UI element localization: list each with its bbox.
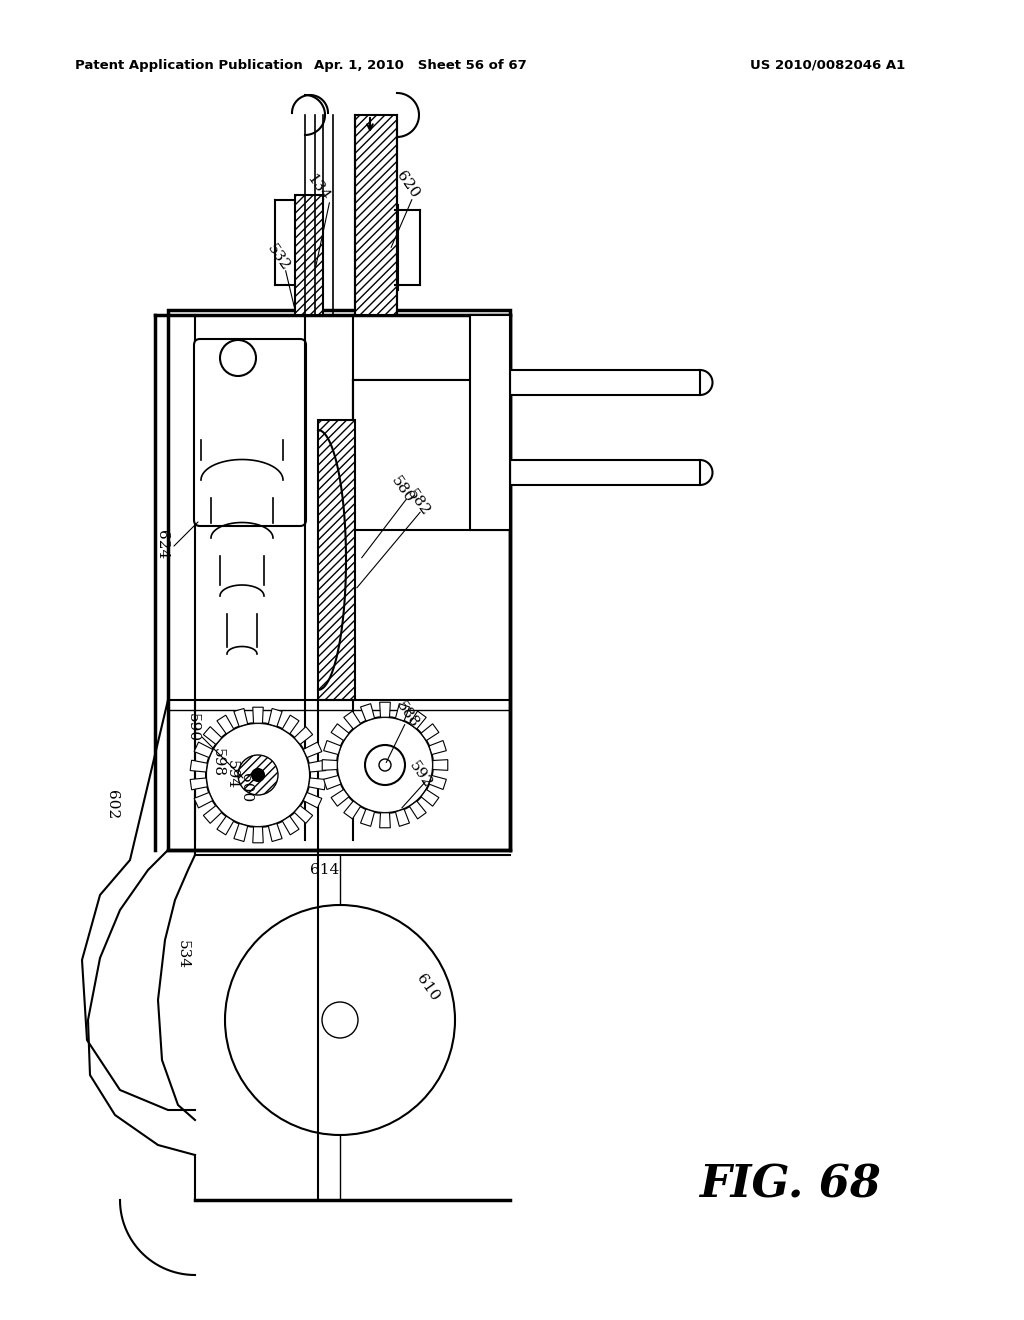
Polygon shape [380, 702, 390, 717]
Polygon shape [303, 792, 322, 808]
Polygon shape [410, 711, 426, 729]
Bar [470, 315, 510, 531]
Polygon shape [204, 805, 222, 824]
Text: 610: 610 [414, 972, 442, 1005]
Text: 620: 620 [394, 169, 422, 201]
Polygon shape [429, 775, 446, 789]
Polygon shape [294, 726, 312, 744]
Text: Patent Application Publication: Patent Application Publication [75, 58, 303, 71]
Bar [490, 315, 510, 380]
Bar [510, 370, 700, 395]
Text: 532: 532 [264, 242, 292, 273]
Text: 624: 624 [155, 531, 169, 560]
Bar [510, 459, 700, 484]
Polygon shape [233, 709, 248, 726]
Bar [368, 205, 398, 290]
Text: 582: 582 [403, 487, 432, 519]
Text: 588: 588 [393, 700, 421, 731]
Polygon shape [323, 760, 337, 771]
Circle shape [206, 723, 310, 828]
Circle shape [252, 770, 264, 781]
Polygon shape [324, 741, 341, 755]
Text: 594: 594 [225, 760, 239, 789]
Polygon shape [283, 715, 299, 734]
Polygon shape [395, 704, 410, 721]
Polygon shape [344, 711, 360, 729]
Polygon shape [331, 723, 349, 741]
Polygon shape [253, 708, 263, 723]
Polygon shape [308, 777, 326, 789]
Bar [353, 380, 510, 531]
Circle shape [322, 1002, 358, 1038]
Text: 600: 600 [239, 774, 253, 803]
Text: 592: 592 [406, 759, 434, 791]
Text: 614: 614 [310, 863, 340, 876]
Circle shape [365, 744, 406, 785]
Text: 598: 598 [211, 747, 225, 776]
Polygon shape [360, 704, 375, 721]
Text: Apr. 1, 2010   Sheet 56 of 67: Apr. 1, 2010 Sheet 56 of 67 [313, 58, 526, 71]
Circle shape [220, 341, 256, 376]
Circle shape [337, 717, 433, 813]
Polygon shape [268, 824, 283, 842]
Polygon shape [217, 816, 233, 834]
Text: US 2010/0082046 A1: US 2010/0082046 A1 [750, 58, 905, 71]
Text: 134: 134 [304, 172, 332, 205]
Polygon shape [421, 789, 439, 807]
Polygon shape [294, 805, 312, 824]
Text: 534: 534 [176, 940, 190, 969]
Polygon shape [433, 760, 447, 771]
Text: FIG. 68: FIG. 68 [699, 1163, 881, 1206]
Polygon shape [268, 709, 283, 726]
Bar [318, 420, 355, 700]
Polygon shape [331, 789, 349, 807]
Polygon shape [195, 792, 213, 808]
Polygon shape [217, 715, 233, 734]
Polygon shape [303, 742, 322, 758]
Circle shape [379, 759, 391, 771]
Polygon shape [283, 816, 299, 834]
Polygon shape [395, 809, 410, 826]
Bar [168, 310, 510, 850]
Bar [355, 115, 397, 315]
Polygon shape [380, 813, 390, 828]
Polygon shape [253, 826, 263, 842]
Polygon shape [195, 742, 213, 758]
Polygon shape [190, 777, 207, 789]
Polygon shape [204, 726, 222, 744]
Text: 590: 590 [186, 713, 200, 743]
Polygon shape [429, 741, 446, 755]
Polygon shape [410, 801, 426, 818]
Polygon shape [233, 824, 248, 842]
Polygon shape [360, 809, 375, 826]
Bar [295, 195, 323, 315]
Polygon shape [344, 801, 360, 818]
Text: 580: 580 [388, 474, 416, 506]
Polygon shape [190, 760, 207, 772]
Polygon shape [308, 760, 326, 772]
Text: 602: 602 [105, 791, 119, 820]
Polygon shape [324, 775, 341, 789]
Circle shape [225, 906, 455, 1135]
Polygon shape [421, 723, 439, 741]
FancyBboxPatch shape [194, 339, 306, 525]
Circle shape [238, 755, 278, 795]
